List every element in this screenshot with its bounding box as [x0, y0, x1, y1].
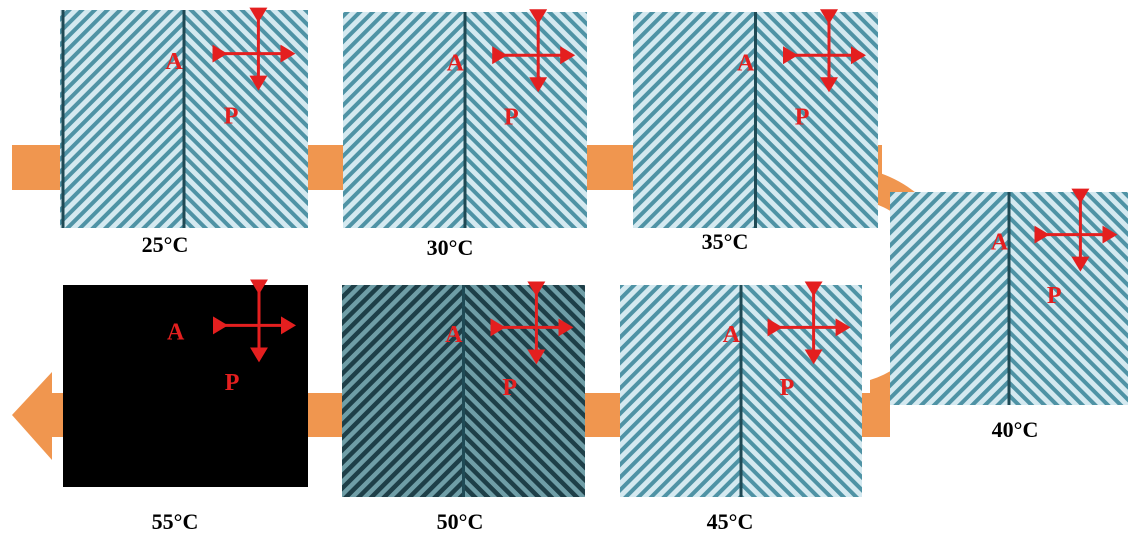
micrograph-panel: A P 30°C: [343, 12, 587, 260]
micrograph-left: [633, 12, 756, 228]
temperature-label: 50°C: [437, 509, 484, 534]
micrograph-panel: A P 40°C: [890, 192, 1128, 442]
temperature-label: 40°C: [992, 417, 1039, 442]
micrograph: [63, 285, 308, 487]
polarizer-label: P: [504, 104, 519, 130]
polarizer-label: P: [224, 103, 239, 129]
temperature-label: 45°C: [707, 509, 754, 534]
polarizer-label: P: [1047, 283, 1062, 309]
micrograph-right: [465, 12, 587, 228]
micrograph-panel: A P 55°C: [63, 285, 308, 534]
micrograph-panel: A P 25°C: [60, 10, 308, 257]
analyzer-label: A: [445, 322, 463, 348]
temperature-label: 30°C: [427, 235, 474, 260]
polarizer-label: P: [225, 370, 240, 396]
temperature-label: 55°C: [152, 509, 199, 534]
analyzer-label: A: [737, 50, 755, 76]
analyzer-label: A: [991, 230, 1009, 256]
polarizer-label: P: [795, 104, 810, 130]
micrograph-left: [60, 10, 184, 228]
micrograph-right: [756, 12, 879, 228]
micrograph-left: [620, 285, 741, 497]
micrograph-left: [343, 12, 465, 228]
micrograph-right: [741, 285, 862, 497]
micrograph-panel: A P 45°C: [620, 285, 862, 534]
temperature-label: 25°C: [142, 232, 189, 257]
micrograph-left: [342, 285, 464, 497]
micrograph-panel: A P 50°C: [342, 285, 585, 534]
micrograph-left: [890, 192, 1009, 405]
micrograph-right: [184, 10, 308, 228]
polarizer-label: P: [502, 375, 517, 401]
temperature-label: 35°C: [702, 229, 749, 254]
figure: A P 25°C A P 30°C A P 35°C A P 40°C A P 45°C A P 50°C A P 55…: [0, 0, 1129, 545]
analyzer-label: A: [447, 50, 465, 76]
polarizer-label: P: [780, 375, 795, 401]
micrograph-right: [464, 285, 586, 497]
analyzer-label: A: [167, 320, 185, 346]
analyzer-label: A: [723, 322, 741, 348]
micrograph-panel: A P 35°C: [633, 12, 878, 254]
micrograph-right: [1009, 192, 1128, 405]
analyzer-label: A: [165, 49, 183, 75]
